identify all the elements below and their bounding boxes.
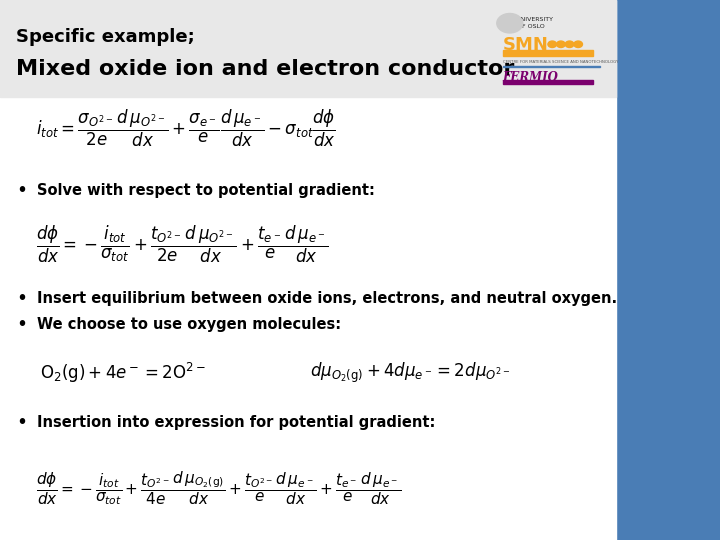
Circle shape: [548, 41, 557, 48]
Circle shape: [557, 41, 565, 48]
Text: $\dfrac{d\phi}{dx} = -\dfrac{i_{tot}}{\sigma_{tot}} + \dfrac{t_{O^{2-}}}{2e}\dfr: $\dfrac{d\phi}{dx} = -\dfrac{i_{tot}}{\s…: [36, 224, 329, 265]
Circle shape: [574, 41, 582, 48]
Text: We choose to use oxygen molecules:: We choose to use oxygen molecules:: [37, 316, 341, 332]
Text: •: •: [16, 314, 27, 334]
Text: Insertion into expression for potential gradient:: Insertion into expression for potential …: [37, 415, 436, 430]
Text: $i_{tot} = \dfrac{\sigma_{O^{2-}}}{2e}\dfrac{d\,\mu_{O^{2-}}}{dx} + \dfrac{\sigm: $i_{tot} = \dfrac{\sigma_{O^{2-}}}{2e}\d…: [36, 108, 336, 149]
Text: •: •: [16, 180, 27, 200]
Text: CENTRE FOR MATERIALS SCIENCE AND NANOTECHNOLOGY: CENTRE FOR MATERIALS SCIENCE AND NANOTEC…: [503, 60, 618, 64]
Text: FERMIO: FERMIO: [503, 71, 559, 84]
Text: •: •: [16, 288, 27, 308]
Bar: [503, 50, 593, 56]
Text: •: •: [16, 413, 27, 432]
Text: UNIVERSITY: UNIVERSITY: [517, 17, 554, 23]
Text: $d\mu_{O_2(\mathrm{g})} + 4d\mu_{e^-} = 2d\mu_{O^{2-}}$: $d\mu_{O_2(\mathrm{g})} + 4d\mu_{e^-} = …: [310, 361, 510, 384]
Bar: [616, 0, 720, 540]
Bar: [0, 0, 616, 97]
Bar: [0, 0, 616, 540]
Circle shape: [497, 14, 523, 33]
Text: Solve with respect to potential gradient:: Solve with respect to potential gradient…: [37, 183, 375, 198]
Text: $\mathrm{O_2(g)} + 4e^- = 2\mathrm{O}^{2-}$: $\mathrm{O_2(g)} + 4e^- = 2\mathrm{O}^{2…: [40, 361, 205, 384]
Text: Specific example;: Specific example;: [16, 28, 194, 46]
Text: SMN: SMN: [503, 36, 549, 55]
Text: Insert equilibrium between oxide ions, electrons, and neutral oxygen.: Insert equilibrium between oxide ions, e…: [37, 291, 618, 306]
Bar: [503, 66, 600, 67]
Bar: [503, 80, 593, 84]
Text: $\dfrac{d\phi}{dx} = -\dfrac{i_{tot}}{\sigma_{tot}} + \dfrac{t_{O^{2-}}}{4e}\dfr: $\dfrac{d\phi}{dx} = -\dfrac{i_{tot}}{\s…: [36, 470, 401, 508]
Text: OF OSLO: OF OSLO: [517, 24, 545, 30]
Circle shape: [565, 41, 574, 48]
Text: Mixed oxide ion and electron conductor: Mixed oxide ion and electron conductor: [16, 59, 514, 79]
